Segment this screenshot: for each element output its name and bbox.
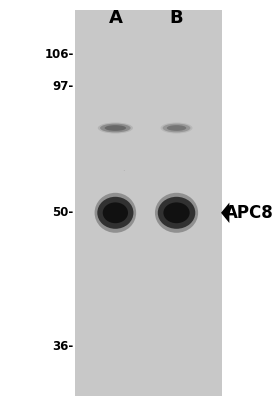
Text: APC8: APC8 (225, 204, 274, 222)
Text: 106-: 106- (44, 48, 74, 60)
Text: A: A (108, 9, 122, 27)
Text: B: B (170, 9, 183, 27)
Text: 97-: 97- (53, 80, 74, 92)
Text: ·: · (122, 168, 125, 176)
Text: 50-: 50- (53, 206, 74, 218)
Text: 36-: 36- (53, 340, 74, 352)
